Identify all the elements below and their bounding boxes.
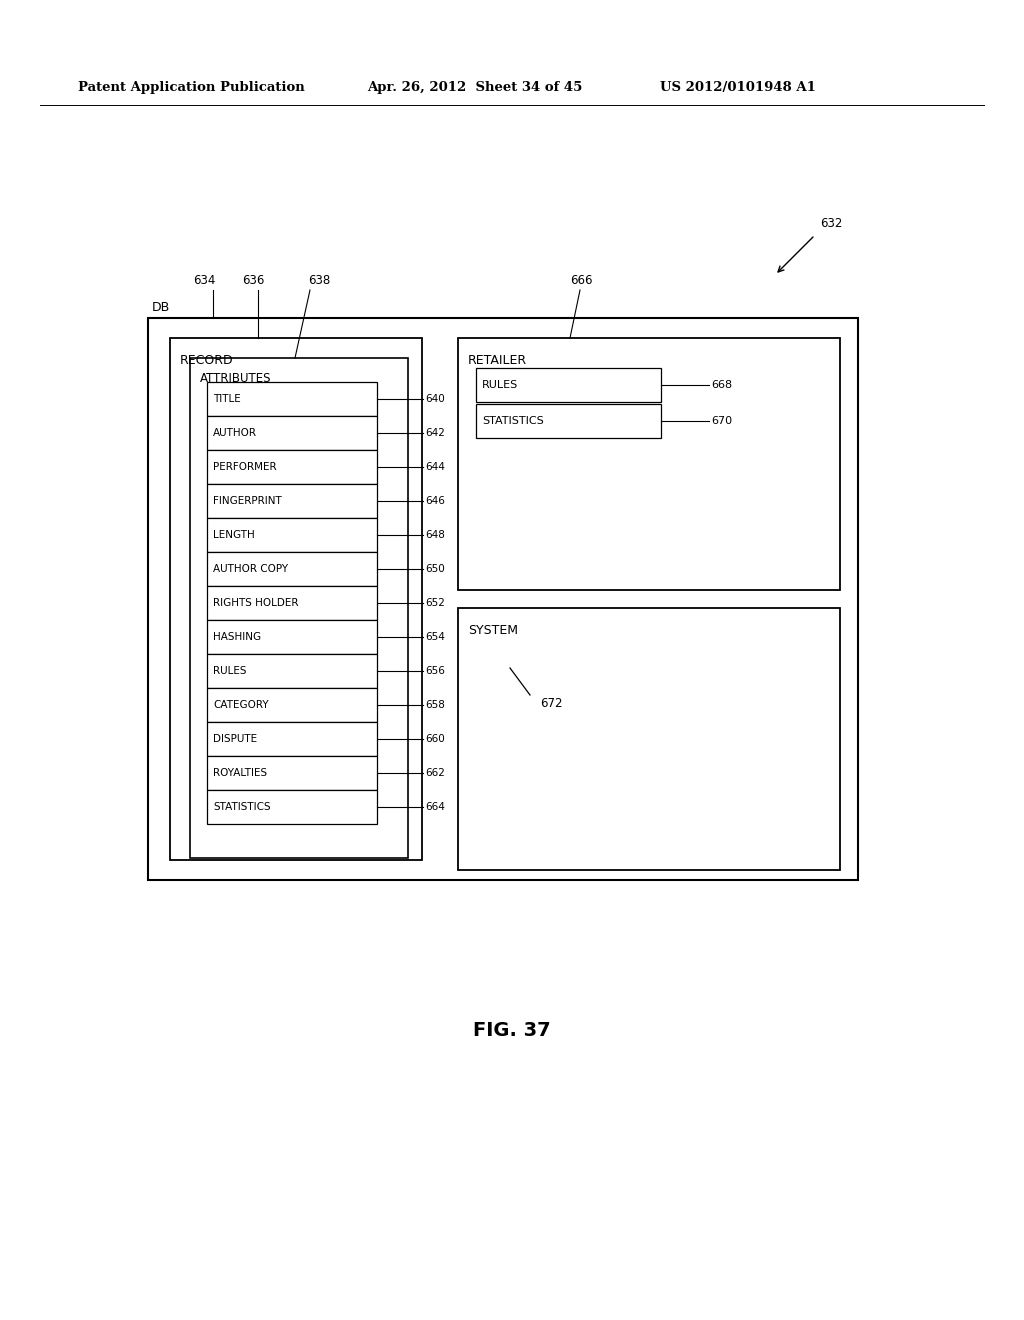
Bar xyxy=(207,450,377,484)
Text: Apr. 26, 2012  Sheet 34 of 45: Apr. 26, 2012 Sheet 34 of 45 xyxy=(367,82,583,95)
Bar xyxy=(190,358,408,858)
Text: FINGERPRINT: FINGERPRINT xyxy=(213,496,282,506)
Text: US 2012/0101948 A1: US 2012/0101948 A1 xyxy=(660,82,816,95)
Bar xyxy=(207,484,377,517)
Text: 634: 634 xyxy=(193,275,215,286)
Text: 672: 672 xyxy=(540,697,562,710)
Text: 636: 636 xyxy=(242,275,264,286)
Bar xyxy=(476,368,662,403)
Text: CATEGORY: CATEGORY xyxy=(213,700,268,710)
Bar xyxy=(207,552,377,586)
Text: 646: 646 xyxy=(425,496,444,506)
Text: 656: 656 xyxy=(425,667,444,676)
Text: 644: 644 xyxy=(425,462,444,473)
Bar xyxy=(207,517,377,552)
Text: 638: 638 xyxy=(308,275,331,286)
Text: ROYALTIES: ROYALTIES xyxy=(213,768,267,777)
Text: 660: 660 xyxy=(425,734,444,744)
Text: 666: 666 xyxy=(570,275,593,286)
Bar xyxy=(458,609,840,870)
Bar xyxy=(170,338,422,861)
Bar xyxy=(207,653,377,688)
Bar xyxy=(476,404,662,438)
Text: 640: 640 xyxy=(425,393,444,404)
Bar xyxy=(207,381,377,416)
Bar xyxy=(207,620,377,653)
Text: 658: 658 xyxy=(425,700,444,710)
Text: SYSTEM: SYSTEM xyxy=(468,623,518,636)
Text: LENGTH: LENGTH xyxy=(213,531,255,540)
Bar xyxy=(148,318,858,880)
Bar xyxy=(207,722,377,756)
Text: PERFORMER: PERFORMER xyxy=(213,462,276,473)
Text: FIG. 37: FIG. 37 xyxy=(473,1020,551,1040)
Text: 654: 654 xyxy=(425,632,444,642)
Text: RECORD: RECORD xyxy=(180,354,233,367)
Bar xyxy=(458,338,840,590)
Text: STATISTICS: STATISTICS xyxy=(482,416,544,426)
Text: TITLE: TITLE xyxy=(213,393,241,404)
Bar xyxy=(207,416,377,450)
Text: RULES: RULES xyxy=(482,380,518,389)
Text: RETAILER: RETAILER xyxy=(468,354,527,367)
Bar xyxy=(207,756,377,789)
Text: 648: 648 xyxy=(425,531,444,540)
Text: DB: DB xyxy=(152,301,170,314)
Text: AUTHOR COPY: AUTHOR COPY xyxy=(213,564,288,574)
Text: 670: 670 xyxy=(711,416,732,426)
Text: 664: 664 xyxy=(425,803,444,812)
Text: RIGHTS HOLDER: RIGHTS HOLDER xyxy=(213,598,299,609)
Text: ATTRIBUTES: ATTRIBUTES xyxy=(200,371,271,384)
Bar xyxy=(207,789,377,824)
Text: Patent Application Publication: Patent Application Publication xyxy=(78,82,305,95)
Text: AUTHOR: AUTHOR xyxy=(213,428,257,438)
Text: 632: 632 xyxy=(820,216,843,230)
Text: HASHING: HASHING xyxy=(213,632,261,642)
Text: DISPUTE: DISPUTE xyxy=(213,734,257,744)
Bar xyxy=(207,586,377,620)
Text: 650: 650 xyxy=(425,564,444,574)
Text: RULES: RULES xyxy=(213,667,247,676)
Text: STATISTICS: STATISTICS xyxy=(213,803,270,812)
Text: 662: 662 xyxy=(425,768,444,777)
Text: 642: 642 xyxy=(425,428,444,438)
Text: 668: 668 xyxy=(711,380,732,389)
Text: 652: 652 xyxy=(425,598,444,609)
Bar xyxy=(207,688,377,722)
